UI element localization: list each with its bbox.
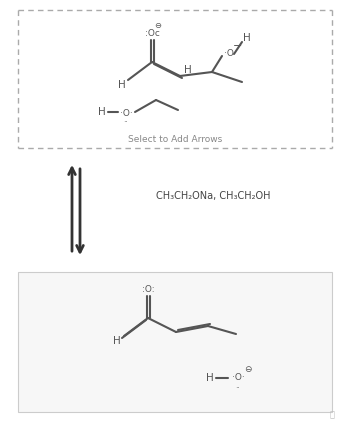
Text: H: H <box>243 33 251 43</box>
Text: Select to Add Arrows: Select to Add Arrows <box>128 136 222 145</box>
Text: ⊖: ⊖ <box>154 22 161 31</box>
Text: H: H <box>206 373 214 383</box>
Text: ..: .. <box>236 380 240 390</box>
Text: ⊖: ⊖ <box>244 365 252 374</box>
Text: CH₃CH₂ONa, CH₃CH₂OH: CH₃CH₂ONa, CH₃CH₂OH <box>156 191 270 201</box>
Text: −: − <box>233 41 243 51</box>
Text: ·O·: ·O· <box>224 50 236 59</box>
Text: ⧉: ⧉ <box>329 410 335 419</box>
Text: H: H <box>113 336 121 346</box>
Text: ..: .. <box>124 115 128 125</box>
Text: :O:: :O: <box>142 285 154 293</box>
FancyBboxPatch shape <box>18 272 332 412</box>
Text: H: H <box>98 107 106 117</box>
Text: ·O·: ·O· <box>120 109 132 117</box>
Text: :Oc: :Oc <box>145 30 160 39</box>
Text: H: H <box>118 80 126 90</box>
Text: ·O·: ·O· <box>232 373 244 382</box>
Text: H: H <box>184 65 192 75</box>
